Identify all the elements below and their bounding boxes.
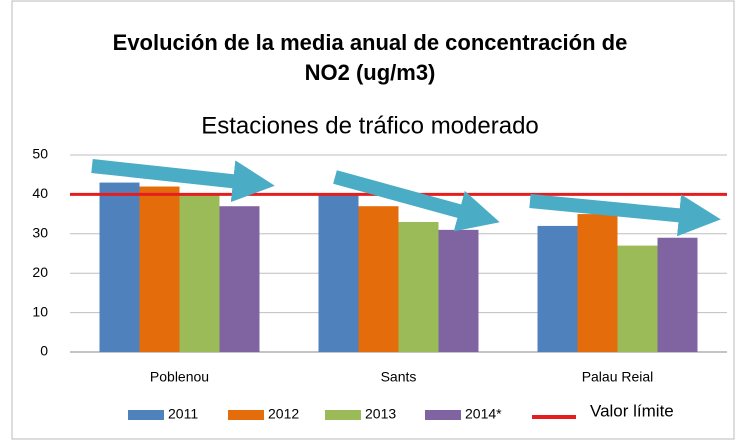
x-tick-label: Palau Reial xyxy=(582,369,654,385)
legend-label: Valor límite xyxy=(590,401,674,420)
bar xyxy=(398,221,439,352)
bar xyxy=(99,182,140,352)
chart-title: Evolución de la media anual de concentra… xyxy=(112,30,628,85)
trend-arrow xyxy=(333,170,500,232)
legend-swatch xyxy=(128,410,164,420)
y-tick-label: 10 xyxy=(32,303,48,319)
bar xyxy=(657,237,698,352)
bar xyxy=(438,229,479,352)
legend-label: 2012 xyxy=(268,406,299,422)
chart-border xyxy=(11,0,735,440)
chart-subtitle: Estaciones de tráfico moderado xyxy=(201,112,539,139)
trend-arrow xyxy=(91,159,275,203)
y-tick-label: 20 xyxy=(32,264,48,280)
bar xyxy=(139,186,180,352)
y-tick-label: 50 xyxy=(32,146,48,162)
y-tick-label: 40 xyxy=(32,185,48,201)
legend-swatch xyxy=(325,410,361,420)
trend-arrows xyxy=(91,159,721,237)
legend-label: 2013 xyxy=(365,406,396,422)
trend-arrow xyxy=(529,194,721,237)
bar xyxy=(537,225,578,352)
y-tick-label: 30 xyxy=(32,225,48,241)
x-tick-label: Sants xyxy=(381,369,417,385)
bar xyxy=(318,194,359,352)
x-tick-label: Poblenou xyxy=(150,369,209,385)
legend-swatch xyxy=(228,410,264,420)
y-tick-label: 0 xyxy=(40,343,48,359)
bar xyxy=(219,206,260,352)
legend-label: 2014* xyxy=(465,406,502,422)
legend-swatch xyxy=(425,410,461,420)
bar xyxy=(617,245,658,352)
bar xyxy=(179,194,220,352)
bar xyxy=(577,214,618,352)
bar xyxy=(358,206,399,352)
legend-label: 2011 xyxy=(168,406,198,422)
